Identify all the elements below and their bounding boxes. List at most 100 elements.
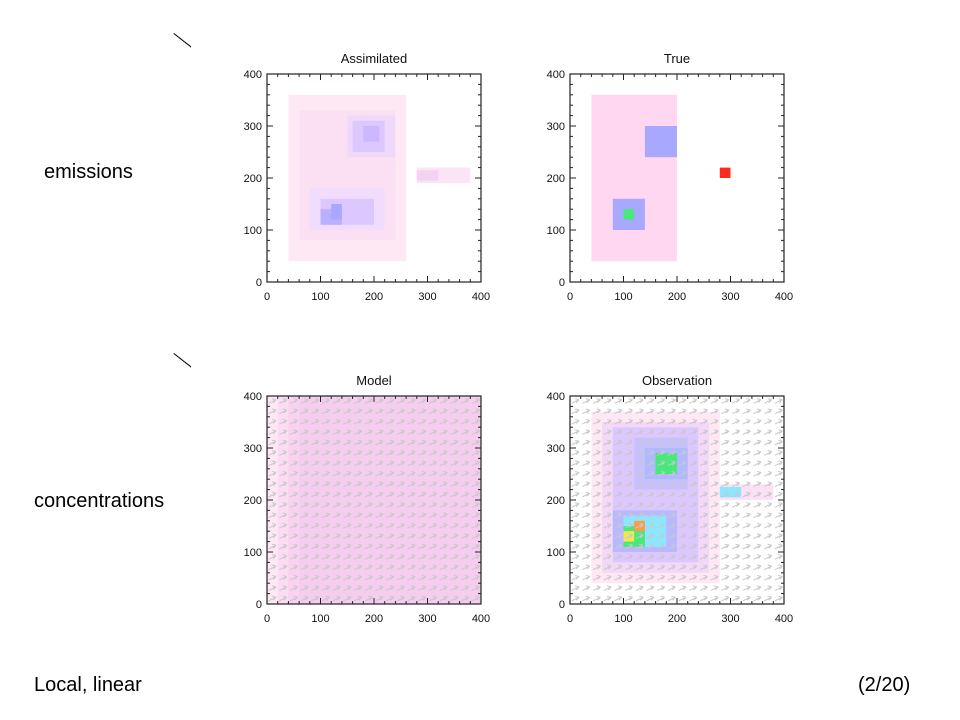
plot-observation: Observation 0 100 200 300 400 0 100 200 300 400	[547, 373, 794, 625]
wind-arrow	[364, 450, 373, 456]
x-tick-label: 200	[365, 291, 383, 303]
wind-arrow	[753, 460, 762, 467]
wind-arrow	[763, 450, 773, 456]
wind-arrow	[689, 429, 698, 435]
wind-arrow	[353, 585, 363, 591]
wind-arrow	[332, 585, 341, 591]
wind-arrow	[418, 450, 427, 456]
y-tick-label: 400	[547, 69, 565, 81]
wind-arrow	[311, 522, 320, 529]
wind-arrow	[753, 554, 762, 560]
wind-arrow	[689, 595, 698, 602]
wind-arrow	[624, 429, 633, 435]
wind-arrow	[428, 418, 437, 425]
wind-arrow	[721, 491, 730, 498]
y-tick-label: 0	[256, 277, 262, 289]
wind-arrow	[774, 398, 783, 404]
wind-arrow	[603, 450, 612, 456]
wind-arrow	[375, 512, 384, 519]
wind-arrow	[582, 554, 591, 560]
wind-arrow	[332, 574, 341, 581]
wind-arrow	[407, 564, 416, 571]
wind-arrow	[603, 543, 612, 550]
y-tick-label: 400	[244, 69, 262, 81]
wind-arrow	[753, 585, 762, 591]
wind-arrow	[582, 502, 591, 508]
wind-arrow	[386, 491, 395, 498]
wind-arrow	[731, 585, 740, 591]
wind-arrow	[396, 533, 405, 539]
wind-arrow	[624, 439, 633, 446]
wind-arrow	[428, 450, 437, 456]
wind-arrow	[375, 460, 384, 467]
wind-arrow	[386, 564, 395, 571]
wind-arrow	[289, 460, 298, 467]
wind-arrow	[721, 543, 730, 550]
wind-arrow	[439, 595, 448, 602]
wind-arrow	[742, 418, 751, 425]
wind-arrow	[582, 533, 591, 539]
wind-arrow	[418, 574, 427, 581]
y-tick-label: 300	[244, 443, 262, 455]
wind-arrow	[407, 418, 416, 425]
wind-arrow	[439, 460, 448, 467]
wind-arrow	[614, 460, 623, 467]
wind-arrow	[635, 554, 644, 560]
wind-arrow	[428, 460, 437, 467]
wind-arrow	[375, 439, 384, 446]
wind-arrow	[624, 533, 633, 539]
wind-arrow	[614, 481, 623, 487]
wind-arrow	[582, 470, 591, 477]
wind-arrow	[418, 439, 427, 446]
wind-arrow	[624, 574, 633, 581]
wind-arrow	[471, 439, 480, 446]
wind-arrow	[353, 398, 363, 404]
field-cell	[416, 170, 439, 181]
wind-arrow	[332, 450, 341, 456]
wind-arrow	[418, 533, 427, 539]
wind-arrow	[774, 481, 783, 487]
wind-arrow	[667, 543, 676, 550]
wind-arrow	[460, 585, 470, 591]
wind-arrow	[428, 398, 437, 404]
wind-arrow	[656, 543, 666, 550]
wind-arrow	[407, 481, 416, 487]
y-tick-label: 100	[244, 225, 262, 237]
wind-arrow	[689, 574, 698, 581]
wind-arrow	[763, 595, 773, 602]
wind-arrow	[689, 543, 698, 550]
wind-arrow	[571, 470, 580, 477]
wind-arrow	[268, 595, 277, 602]
wind-arrow	[635, 533, 644, 539]
field-cell	[623, 209, 635, 220]
wind-arrow	[742, 512, 751, 519]
wind-arrow	[321, 522, 330, 529]
wind-arrow	[710, 574, 719, 581]
wind-arrow	[279, 408, 288, 415]
wind-arrow	[279, 574, 288, 581]
wind-arrow	[407, 585, 416, 591]
wind-arrow	[646, 429, 655, 435]
wind-arrow	[396, 502, 405, 508]
wind-arrow	[471, 574, 480, 581]
wind-arrow	[742, 574, 751, 581]
field-cell	[363, 126, 380, 142]
wind-arrow	[753, 595, 762, 602]
wind-arrow	[646, 564, 655, 571]
wind-arrow	[710, 522, 719, 529]
wind-arrow	[624, 450, 633, 456]
wind-arrow	[321, 481, 330, 487]
wind-arrow	[656, 418, 666, 425]
wind-arrow	[753, 543, 762, 550]
wind-arrow	[774, 512, 783, 519]
wind-arrow	[418, 502, 427, 508]
wind-arrow	[418, 429, 427, 435]
wind-arrow	[678, 429, 687, 435]
wind-arrow	[300, 439, 309, 446]
wind-arrow	[592, 429, 601, 435]
wind-arrow	[289, 522, 298, 529]
wind-arrow	[364, 408, 373, 415]
wind-arrow	[678, 481, 687, 487]
wind-arrow	[268, 470, 277, 477]
wind-arrow	[343, 512, 352, 519]
